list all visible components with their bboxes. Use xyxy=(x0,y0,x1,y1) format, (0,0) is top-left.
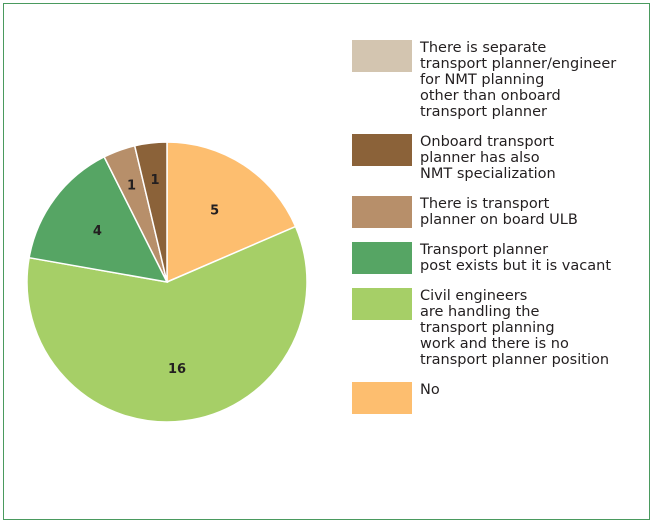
legend-swatch xyxy=(352,382,412,414)
chart-frame: 5 16 4 1 1 There is separate transport plann… xyxy=(3,3,650,520)
legend-swatch xyxy=(352,242,412,274)
legend-item-transport-planner-on-board: There is transport planner on board ULB xyxy=(352,196,652,228)
legend: There is separate transport planner/engi… xyxy=(352,40,652,428)
slice-value-label: 4 xyxy=(93,224,102,239)
legend-swatch xyxy=(352,288,412,320)
slice-value-label: 16 xyxy=(168,362,186,377)
legend-label: Onboard transport planner has also NMT s… xyxy=(420,134,556,182)
legend-item-no: No xyxy=(352,382,652,414)
legend-label: There is separate transport planner/engi… xyxy=(420,40,617,120)
legend-item-onboard-nmt-specialization: Onboard transport planner has also NMT s… xyxy=(352,134,652,182)
pie-slice xyxy=(26,225,308,423)
pie-slice xyxy=(133,141,168,283)
slice-value-label: 1 xyxy=(127,179,136,194)
pie-chart: 5 16 4 1 1 xyxy=(26,141,308,423)
legend-item-civil-engineers: Civil engineers are handling the transpo… xyxy=(352,288,652,368)
legend-item-post-vacant: Transport planner post exists but it is … xyxy=(352,242,652,274)
pie-slice xyxy=(28,155,169,283)
legend-swatch xyxy=(352,134,412,166)
legend-label: Transport planner post exists but it is … xyxy=(420,242,612,274)
legend-swatch xyxy=(352,40,412,72)
legend-label: No xyxy=(420,382,440,398)
slice-value-label: 5 xyxy=(210,203,219,218)
pie-slice xyxy=(166,141,297,284)
legend-label: There is transport planner on board ULB xyxy=(420,196,578,228)
legend-swatch xyxy=(352,196,412,228)
legend-item-separate-nmt-planner: There is separate transport planner/engi… xyxy=(352,40,652,120)
legend-label: Civil engineers are handling the transpo… xyxy=(420,288,610,368)
slice-value-label: 1 xyxy=(150,173,159,188)
